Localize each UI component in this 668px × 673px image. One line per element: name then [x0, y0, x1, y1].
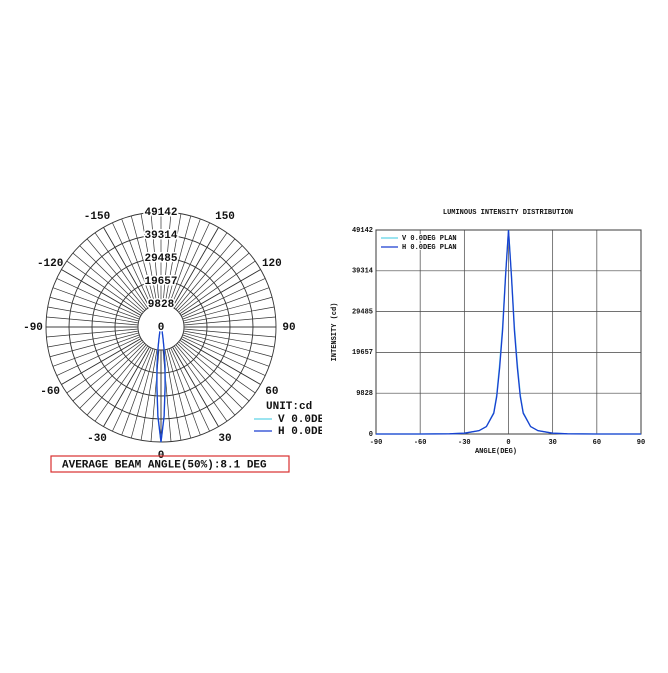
x-tick-label: -60 — [414, 439, 427, 447]
angle-tick-label: 150 — [215, 211, 235, 223]
x-tick-label: 30 — [548, 439, 556, 447]
r-tick-label: 0 — [158, 322, 165, 334]
angle-tick-label: 90 — [282, 322, 295, 334]
y-tick-label: 0 — [369, 431, 373, 439]
line — [376, 229, 641, 435]
x-tick-label: -30 — [458, 439, 471, 447]
r-tick-label: 49142 — [144, 207, 177, 219]
y-tick-label: 49142 — [352, 227, 373, 235]
legend-label: V 0.0DEG PLAN — [402, 235, 457, 243]
ring — [114, 280, 208, 374]
line-chart: -90 -60 -30 0 30 60 90 0 9828 19657 29485 39314 4914… — [331, 209, 645, 456]
angle-tick-label: 30 — [218, 433, 231, 445]
ring — [68, 234, 254, 420]
r-tick-label: 19657 — [144, 276, 177, 288]
annotation: AVERAGE BEAM ANGLE(50%):8.1 DEG — [62, 459, 267, 471]
legend-label: V 0.0DEG — [278, 414, 331, 426]
x-tick-label: -90 — [370, 439, 383, 447]
angle-tick-label: -60 — [40, 386, 60, 398]
ring — [137, 303, 185, 351]
ring — [91, 257, 231, 397]
angle-tick-label: -150 — [84, 211, 110, 223]
legend-title: UNIT:cd — [266, 401, 312, 413]
annotation-box — [50, 455, 290, 473]
chart-title: LUMINOUS INTENSITY DISTRIBUTION — [443, 209, 573, 217]
angle-tick-label: -120 — [37, 258, 63, 270]
y-tick-label: 19657 — [352, 349, 373, 357]
x-tick-label: 90 — [637, 439, 645, 447]
y-axis-label: INTENSITY (cd) — [331, 303, 339, 362]
r-tick-label: 39314 — [144, 230, 177, 242]
polar-chart: -150-120-90-60-3003060901201500982819657… — [23, 205, 331, 473]
legend-label: H 0.0DEG PLAN — [402, 244, 457, 252]
polar-curve — [156, 326, 166, 443]
r-tick-label: 9828 — [148, 299, 175, 311]
angle-tick-label: -30 — [87, 433, 107, 445]
angle-tick-label: 120 — [262, 258, 282, 270]
y-tick-label: 9828 — [356, 390, 373, 398]
x-axis-label: ANGLE(DEG) — [475, 448, 517, 456]
angle-tick-label: 60 — [265, 386, 278, 398]
y-tick-label: 29485 — [352, 308, 373, 316]
x-tick-label: 0 — [506, 439, 510, 447]
legend-label: H 0.0DEG — [278, 426, 331, 438]
y-tick-label: 39314 — [352, 268, 373, 276]
r-tick-label: 29485 — [144, 253, 177, 265]
x-tick-label: 60 — [593, 439, 601, 447]
angle-tick-label: -90 — [23, 322, 43, 334]
